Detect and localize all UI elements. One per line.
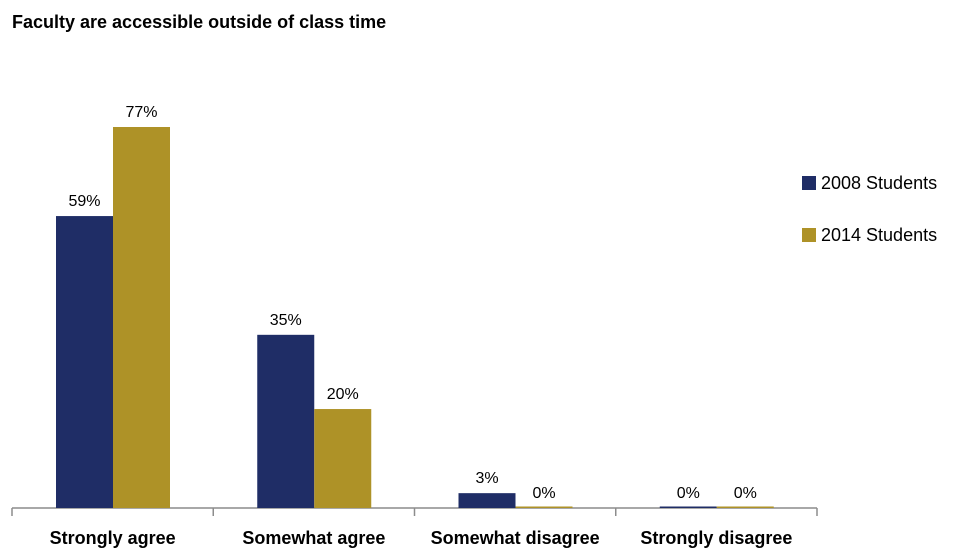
chart-title: Faculty are accessible outside of class … (12, 12, 387, 32)
bar-2008 (659, 506, 717, 508)
legend-item-2008: 2008 Students (802, 172, 937, 194)
legend-item-2014: 2014 Students (802, 224, 937, 246)
legend: 2008 Students 2014 Students (802, 172, 937, 276)
bar-2008 (257, 334, 315, 508)
bar-2008 (458, 493, 516, 508)
data-label: 35% (270, 312, 302, 329)
category-label: Somewhat agree (242, 528, 385, 548)
bar-2014 (515, 506, 573, 508)
data-label: 0% (677, 485, 700, 502)
data-label: 0% (734, 485, 757, 502)
bar-2014 (113, 127, 170, 508)
bar-2014 (716, 506, 774, 508)
bar-2008 (56, 216, 113, 508)
category-label: Strongly agree (50, 528, 176, 548)
data-label: 0% (532, 485, 555, 502)
category-label: Strongly disagree (640, 528, 792, 548)
legend-label-2008: 2008 Students (821, 172, 938, 193)
data-label: 77% (125, 104, 157, 121)
data-label: 59% (68, 193, 100, 210)
bar-2014 (314, 409, 372, 508)
data-label: 3% (475, 470, 498, 487)
data-label: 20% (327, 386, 359, 403)
category-label: Somewhat disagree (431, 528, 600, 548)
legend-swatch-2014 (802, 228, 816, 242)
legend-swatch-2008 (802, 176, 816, 190)
legend-label-2014: 2014 Students (821, 224, 938, 245)
